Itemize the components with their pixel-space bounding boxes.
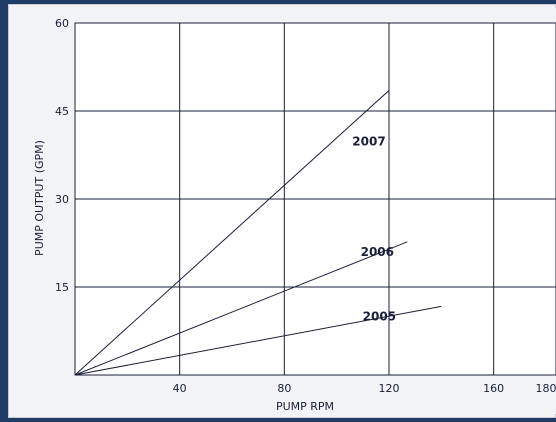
series-labels: 2007 2006 2005	[352, 134, 396, 323]
series-label-2005: 2005	[363, 309, 396, 323]
series-label-2006: 2006	[361, 245, 394, 259]
y-tick-60: 60	[55, 17, 69, 30]
x-tick-160: 160	[483, 382, 504, 395]
x-tick-180: 180	[536, 382, 556, 395]
y-tick-45: 45	[55, 105, 69, 118]
series-lines	[74, 90, 442, 376]
y-axis-title: PUMP OUTPUT (GPM)	[33, 140, 46, 256]
y-tick-30: 30	[55, 193, 69, 206]
y-tick-labels: 15 30 45 60	[55, 17, 69, 294]
series-line-2007	[74, 90, 390, 376]
x-tick-labels: 40 80 120 160 180	[173, 382, 556, 395]
series-line-2006	[74, 241, 408, 376]
y-tick-15: 15	[55, 281, 69, 294]
pump-output-chart: 15 30 45 60 40 80 120 160 180 2007 2006 2005 PUMP…	[33, 17, 556, 413]
x-axis-title: PUMP RPM	[276, 400, 334, 413]
chart-panel: 15 30 45 60 40 80 120 160 180 2007 2006 2005 PUMP…	[18, 8, 556, 414]
chart-frame: 15 30 45 60 40 80 120 160 180 2007 2006 2005 PUMP…	[8, 4, 556, 418]
x-tick-120: 120	[379, 382, 400, 395]
x-tick-80: 80	[277, 382, 291, 395]
series-line-2005	[74, 305, 442, 376]
series-label-2007: 2007	[352, 134, 385, 148]
x-tick-40: 40	[173, 382, 187, 395]
